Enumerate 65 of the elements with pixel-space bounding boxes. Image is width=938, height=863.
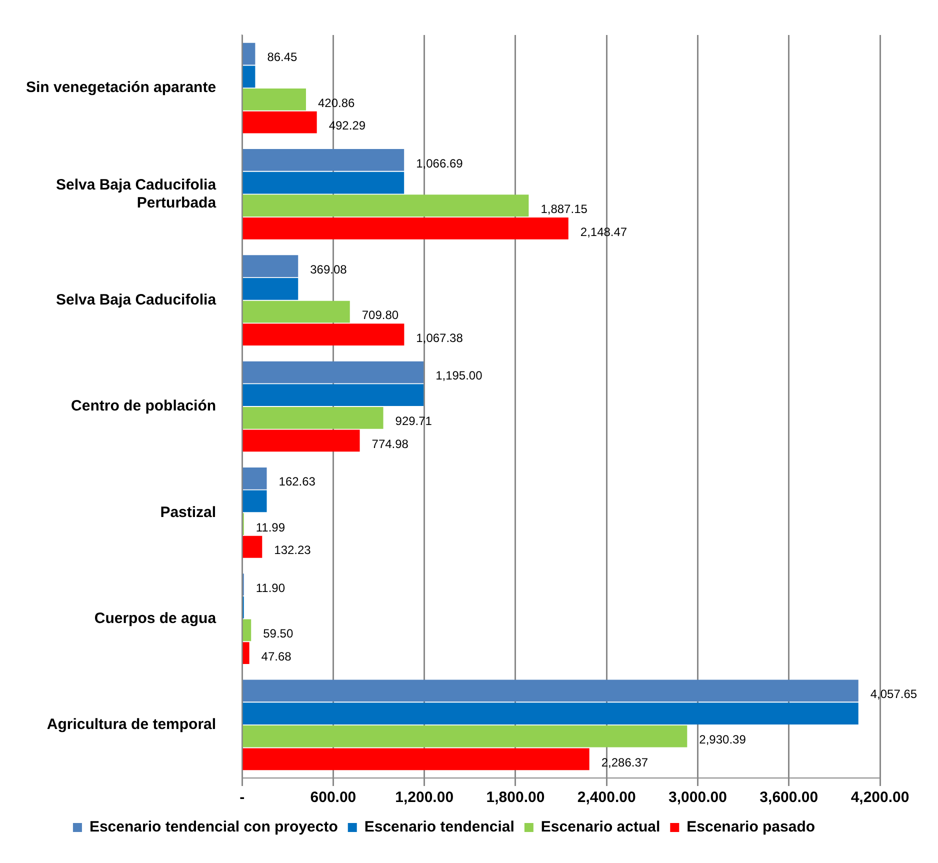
x-tick-label: 1,800.00 [486, 789, 545, 806]
y-tick-label: Selva Baja Caducifolia [56, 292, 217, 308]
y-tick-label: Pastizal [160, 504, 216, 521]
x-tick-label: - [240, 789, 245, 806]
y-tick-label: Centro de población [71, 398, 216, 415]
bar [242, 642, 250, 664]
bar [242, 619, 252, 642]
data-label: 59.50 [263, 626, 294, 641]
bar [242, 467, 267, 490]
y-tick-label: Sin venegetación aparante [26, 79, 216, 96]
legend-label: Escenario pasado [686, 818, 816, 836]
bar [242, 536, 262, 558]
bar [242, 149, 404, 171]
data-label: 929.71 [395, 414, 432, 428]
x-tick-label: 3,000.00 [668, 789, 727, 806]
data-label: 1,066.69 [416, 156, 464, 170]
bar [242, 111, 317, 134]
bar [242, 361, 424, 384]
bar [242, 255, 298, 278]
y-tick-label: Selva Baja Caducifolia Perturbada [56, 176, 217, 212]
data-label: 1,195.00 [436, 368, 483, 383]
bar [242, 324, 404, 346]
data-label: 369.08 [310, 262, 348, 276]
bar [242, 384, 424, 406]
bar [242, 194, 529, 217]
bar [242, 66, 256, 88]
data-label: 11.99 [256, 520, 286, 534]
legend-label: Escenario tendencial [364, 818, 514, 836]
bar [242, 42, 256, 65]
data-label: 132.23 [274, 543, 312, 558]
data-label: 2,286.37 [601, 755, 648, 770]
bar [242, 748, 590, 770]
data-label: 47.68 [261, 649, 292, 664]
bar [242, 217, 568, 240]
bar [242, 278, 298, 300]
data-label: 2,148.47 [580, 224, 628, 239]
y-tick-label: Cuerpos de agua [94, 610, 217, 627]
data-label: 4,057.65 [870, 687, 918, 702]
bar [242, 172, 404, 194]
legend-label: Escenario tendencial con proyecto [89, 818, 338, 836]
bar [242, 725, 688, 748]
bar [242, 300, 350, 323]
data-label: 162.63 [278, 474, 316, 489]
data-label: 420.86 [318, 96, 356, 110]
x-tick-label: 4,200.00 [850, 789, 910, 806]
bar [242, 490, 267, 512]
bar [242, 88, 306, 110]
bar [242, 430, 360, 452]
data-label: 86.45 [267, 50, 298, 64]
legend-label: Escenario actual [540, 818, 660, 836]
data-label: 1,887.15 [540, 202, 588, 216]
bar [242, 406, 384, 429]
x-tick-label: 3,600.00 [760, 789, 818, 806]
data-label: 1,067.38 [416, 330, 464, 345]
data-label: 774.98 [372, 437, 409, 452]
bar [242, 702, 858, 724]
x-tick-label: 2,400.00 [577, 789, 636, 806]
x-tick-label: 600.00 [310, 789, 356, 806]
data-label: 2,930.39 [699, 732, 746, 747]
data-label: 11.90 [256, 580, 286, 595]
y-tick-label: Agricultura de temporal [46, 716, 216, 734]
data-label: 709.80 [362, 308, 399, 322]
bar [242, 680, 858, 702]
x-tick-label: 1,200.00 [395, 789, 454, 806]
data-label: 492.29 [328, 118, 366, 133]
